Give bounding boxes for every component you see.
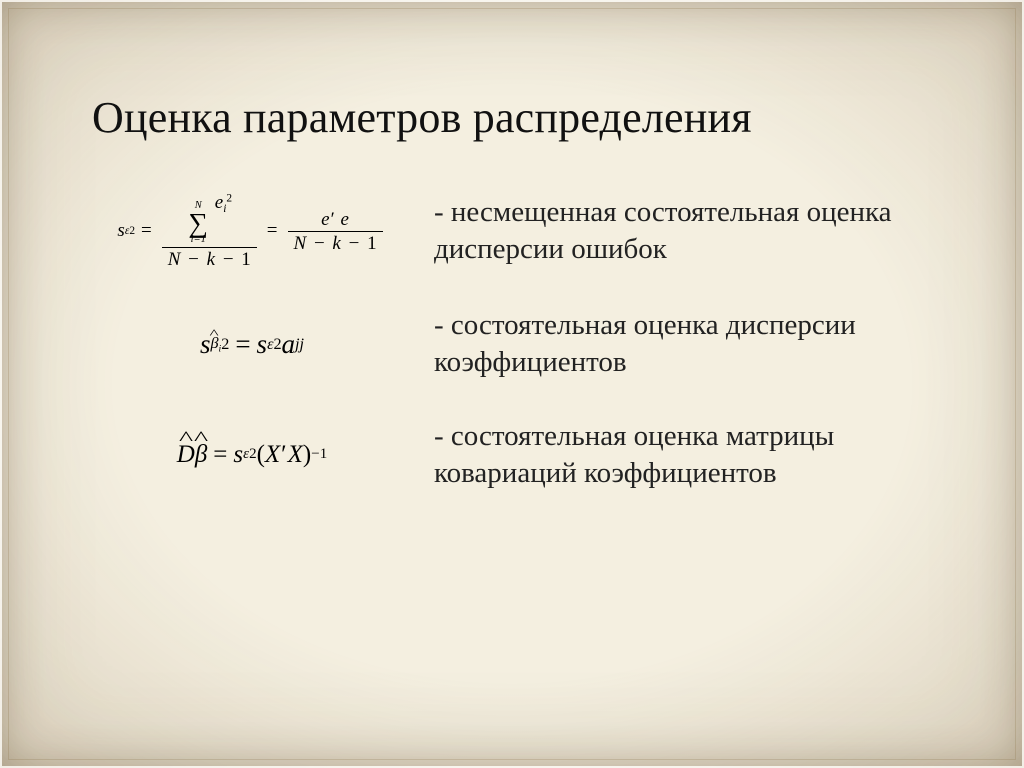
sym-eq3: = — [235, 329, 250, 360]
sym-eq2: = — [267, 220, 278, 242]
desc-3: - состоятельная оценка матрицы ковариаци… — [434, 418, 962, 492]
sym-minus4: − — [349, 233, 360, 254]
sym-k: k — [207, 249, 215, 270]
sym-kb: k — [332, 233, 340, 254]
formula-variance-coeffs: sβi2 = sε2 ajj — [92, 329, 412, 360]
desc-2: - состоятельная оценка дисперсии коэффиц… — [434, 307, 962, 381]
sym-1b: 1 — [367, 233, 377, 254]
sym-prime: ′ — [281, 441, 286, 469]
sym-prime-e: ′ — [331, 209, 335, 230]
slide-frame: Оценка параметров распределения sε2 = N … — [0, 0, 1024, 768]
sym-2c: 2 — [221, 335, 229, 354]
sym-s3: s — [257, 329, 268, 360]
row-1: sε2 = N ∑ i=1 ei2 — [92, 191, 962, 271]
sym-a: a — [282, 329, 296, 360]
sym-neg1: −1 — [311, 446, 327, 463]
sym-eq: = — [141, 220, 152, 242]
row-3: Dβ = sε2 ( X′X )−1 - состоятельная оценк… — [92, 418, 962, 492]
sym-e2: e — [321, 209, 329, 230]
sym-Nc: N — [294, 233, 307, 254]
sym-2e: 2 — [249, 446, 257, 463]
sym-lpar: ( — [257, 441, 265, 469]
sym-Nb: N — [168, 249, 181, 270]
sym-e3: e — [341, 209, 349, 230]
sym-minus3: − — [314, 233, 325, 254]
sym-i1: i=1 — [191, 235, 206, 245]
sym-beta-hat: β — [210, 334, 218, 353]
sym-e: e — [215, 192, 223, 213]
sym-beta-hat2: β — [195, 441, 207, 469]
sym-2: 2 — [129, 225, 135, 237]
rows: sε2 = N ∑ i=1 ei2 — [92, 191, 962, 528]
formula-cov-matrix: Dβ = sε2 ( X′X )−1 — [92, 441, 412, 469]
slide-title: Оценка параметров распределения — [92, 92, 962, 143]
formula-variance-errors: sε2 = N ∑ i=1 ei2 — [92, 191, 412, 271]
sym-minus: − — [188, 249, 199, 270]
sym-s: s — [117, 220, 124, 242]
desc-1: - несмещенная состоятельная оценка диспе… — [434, 194, 962, 268]
sym-2d: 2 — [273, 335, 281, 354]
row-2: sβi2 = sε2 ajj - состоятельная оценка ди… — [92, 307, 962, 381]
sym-D-hat: D — [177, 441, 195, 469]
sym-jj: jj — [295, 335, 304, 354]
sym-2b: 2 — [226, 193, 232, 205]
sym-X2: X — [288, 441, 303, 469]
sym-X: X — [265, 441, 280, 469]
sym-eq4: = — [213, 441, 227, 469]
sym-rpar: ) — [303, 441, 311, 469]
sym-1: 1 — [241, 249, 251, 270]
sym-minus2: − — [223, 249, 234, 270]
sym-s4: s — [233, 441, 243, 469]
slide-content: Оценка параметров распределения sε2 = N … — [92, 92, 962, 528]
